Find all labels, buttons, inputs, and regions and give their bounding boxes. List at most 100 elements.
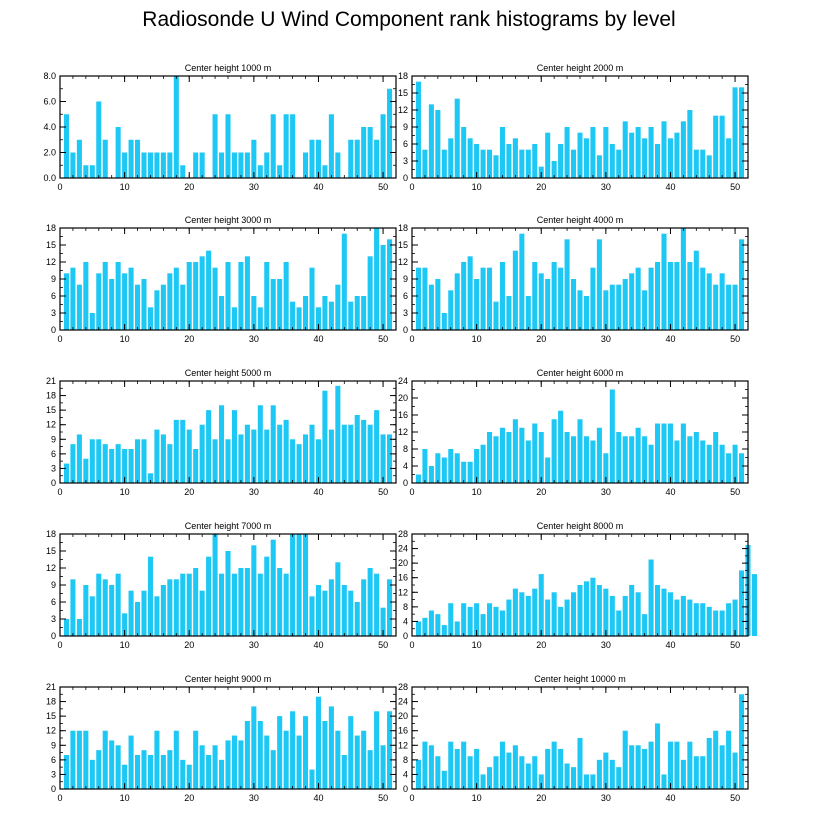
- bar: [739, 87, 745, 178]
- bar: [199, 256, 205, 330]
- y-tick-label: 0: [403, 478, 408, 488]
- bar: [519, 592, 525, 636]
- x-tick-label: 0: [409, 487, 414, 497]
- x-tick-label: 30: [601, 640, 611, 650]
- bar: [102, 262, 108, 330]
- bar: [687, 110, 693, 178]
- x-tick-label: 30: [249, 487, 259, 497]
- bar: [89, 165, 95, 178]
- bar: [635, 267, 641, 330]
- bar: [277, 716, 283, 789]
- bar: [270, 405, 276, 483]
- bar: [361, 579, 367, 636]
- bar: [577, 132, 583, 178]
- bar: [212, 745, 218, 789]
- y-tick-label: 6: [51, 291, 56, 301]
- bar: [661, 774, 667, 789]
- bar: [141, 750, 147, 789]
- bar: [135, 284, 141, 330]
- bar: [700, 267, 706, 330]
- bar: [577, 290, 583, 330]
- y-tick-label: 12: [398, 740, 408, 750]
- bar: [180, 759, 186, 789]
- bar: [251, 429, 257, 483]
- bar: [341, 755, 347, 789]
- bar: [532, 423, 538, 483]
- bar: [687, 599, 693, 636]
- bar: [706, 444, 712, 483]
- bar: [257, 405, 263, 483]
- y-tick-label: 12: [398, 105, 408, 115]
- bar: [348, 301, 354, 330]
- bar: [493, 436, 499, 483]
- bar: [102, 579, 108, 636]
- bar: [655, 723, 661, 789]
- bar: [493, 606, 499, 636]
- bar: [354, 139, 360, 178]
- bar: [238, 740, 244, 789]
- bar: [173, 76, 179, 178]
- bar: [474, 748, 480, 789]
- bar: [387, 579, 393, 636]
- y-tick-label: 9: [51, 434, 56, 444]
- bar: [571, 279, 577, 330]
- bar: [122, 273, 128, 330]
- bar: [89, 759, 95, 789]
- bar: [661, 121, 667, 178]
- bar: [428, 104, 434, 178]
- bar: [635, 127, 641, 178]
- bar: [219, 405, 225, 483]
- bar: [238, 434, 244, 483]
- bar: [251, 296, 257, 330]
- bar: [667, 138, 673, 178]
- bar: [506, 752, 512, 789]
- bar: [713, 115, 719, 178]
- bar: [167, 579, 173, 636]
- bar: [655, 144, 661, 178]
- bar: [422, 617, 428, 636]
- bar: [309, 139, 315, 178]
- bar: [186, 764, 192, 789]
- bar: [147, 473, 153, 483]
- bar: [180, 165, 186, 178]
- bar: [380, 607, 386, 636]
- bar: [160, 434, 166, 483]
- bar: [719, 273, 725, 330]
- bar: [341, 585, 347, 636]
- bar: [380, 114, 386, 178]
- bar: [199, 424, 205, 483]
- bar: [448, 138, 454, 178]
- bar: [348, 590, 354, 636]
- bar: [525, 149, 531, 178]
- bar: [493, 155, 499, 178]
- bar: [635, 592, 641, 636]
- bar: [328, 706, 334, 789]
- bar: [732, 444, 738, 483]
- bar: [480, 774, 486, 789]
- bar: [719, 610, 725, 636]
- bar: [609, 389, 615, 483]
- bar: [76, 139, 82, 178]
- x-tick-label: 20: [184, 182, 194, 192]
- panel-title: Center height 9000 m: [185, 674, 272, 684]
- y-tick-label: 12: [46, 726, 56, 736]
- bar: [512, 250, 518, 330]
- bar: [354, 296, 360, 330]
- bar: [380, 245, 386, 330]
- bar: [122, 449, 128, 483]
- x-tick-label: 30: [601, 334, 611, 344]
- bar: [154, 152, 160, 178]
- bar: [231, 307, 237, 330]
- y-tick-label: 4: [403, 769, 408, 779]
- y-tick-label: 16: [398, 410, 408, 420]
- bar: [315, 696, 321, 789]
- bar: [122, 152, 128, 178]
- bar: [480, 149, 486, 178]
- bar: [63, 463, 69, 483]
- bar: [70, 579, 76, 636]
- bar: [270, 750, 276, 789]
- panel-title: Center height 1000 m: [185, 63, 272, 73]
- bar: [283, 114, 289, 178]
- bar: [328, 114, 334, 178]
- bar: [571, 436, 577, 483]
